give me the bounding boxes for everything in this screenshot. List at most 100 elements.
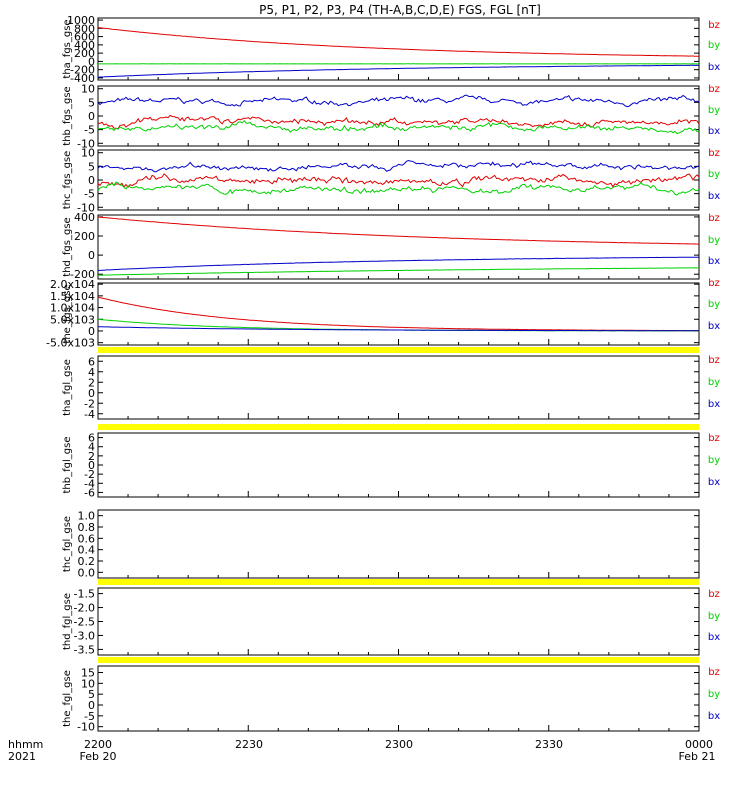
legend-bz: bz [708, 278, 720, 289]
data-flag-bar [98, 579, 699, 585]
y-tick-label: 0.4 [78, 544, 96, 557]
y-tick-label: 0.0 [78, 566, 96, 579]
legend-by: by [708, 611, 720, 622]
panel-thd_fgl_gse: thd_fgl_gse -1.5-2.0-2.5-3.0-3.5 bz by bx [62, 579, 720, 656]
y-tick-label: -5 [84, 710, 95, 723]
legend-by: by [708, 455, 720, 466]
legend-bx: bx [708, 256, 720, 267]
y-tick-label: 10 [81, 677, 95, 690]
legend-bz: bz [708, 667, 720, 678]
legend-bx: bx [708, 477, 720, 488]
y-tick-label: 600 [74, 31, 95, 44]
x-axis: hhmm 2021 2200 2230 2300 2330 0000 Feb 2… [8, 738, 715, 763]
y-tick-label: 10 [81, 147, 95, 160]
data-flag-bar [98, 657, 699, 663]
y-tick-label: 0 [88, 325, 95, 338]
y-tick-label: -1.5 [74, 588, 95, 601]
y-axis-label: thb_fgl_gse [62, 437, 73, 494]
legend-bx: bx [708, 321, 720, 332]
y-tick-label: 5 [88, 96, 95, 109]
legend-bz: bz [708, 20, 720, 31]
y-tick-label: 4 [88, 366, 95, 379]
x-tick-1: 2230 [235, 738, 263, 751]
y-axis-label: tha_fgs_gse [62, 19, 73, 78]
y-tick-label: 0.2 [78, 555, 96, 568]
y-tick-label: 400 [74, 211, 95, 224]
legend-by: by [708, 689, 720, 700]
panel-thc_fgl_gse: thc_fgl_gse 1.00.80.60.40.20.0 [62, 509, 700, 579]
data-flag-bar [98, 347, 699, 353]
y-tick-label: 0 [88, 699, 95, 712]
series-bx [97, 64, 700, 78]
legend-bz: bz [708, 433, 720, 444]
y-tick-label: 2 [88, 450, 95, 463]
y-axis-label: the_fgs_gse [62, 284, 73, 343]
y-tick-label: 0 [88, 249, 95, 262]
x-tick-2: 2300 [385, 738, 413, 751]
y-tick-label: 0.6 [78, 532, 96, 545]
y-axis-label: thd_fgl_gse [62, 593, 73, 650]
panel-frame [97, 509, 700, 579]
y-tick-label: 0 [88, 110, 95, 123]
legend-bz: bz [708, 213, 720, 224]
y-axis-label: tha_fgl_gse [62, 359, 73, 416]
y-tick-label: -5.0x103 [46, 337, 95, 350]
y-tick-label: -5 [84, 188, 95, 201]
y-tick-label: -10 [77, 201, 95, 214]
y-tick-label: 15 [81, 667, 95, 680]
x-axis-hhmm-label: hhmm [8, 738, 43, 751]
y-axis-label: thd_fgs_gse [62, 217, 73, 276]
chart-title: P5, P1, P2, P3, P4 (TH-A,B,C,D,E) FGS, F… [259, 3, 541, 17]
legend-bx: bx [708, 126, 720, 137]
legend-bz: bz [708, 148, 720, 159]
panel-frame [97, 432, 700, 498]
y-tick-label: -6 [84, 486, 95, 499]
y-tick-label: 200 [74, 230, 95, 243]
y-axis-label: thc_fgs_gse [62, 151, 73, 210]
series-bz [97, 27, 699, 57]
panel-frame [97, 85, 700, 147]
series-bz [97, 216, 700, 245]
series-bx [98, 326, 699, 332]
y-tick-label: -3.5 [74, 643, 95, 656]
legend-bx: bx [708, 62, 720, 73]
series-by [97, 267, 700, 276]
y-tick-label: -200 [70, 64, 95, 77]
panel-frame [97, 587, 700, 656]
y-tick-label: 400 [74, 39, 95, 52]
y-axis-label: thb_fgs_gse [62, 86, 73, 145]
legend-bx: bx [708, 399, 720, 410]
series-bx [97, 256, 700, 271]
legend-bz: bz [708, 355, 720, 366]
legend-by: by [708, 40, 720, 51]
series-bz [97, 173, 700, 189]
y-tick-label: 4 [88, 441, 95, 454]
series-by [97, 119, 700, 135]
y-tick-label: -3.0 [74, 629, 95, 642]
panel-the_fgs_gse: the_fgs_gse2.0x1041.5x1041.0x1045.0x1030… [46, 278, 720, 350]
data-flag-bar [98, 424, 699, 430]
legend-by: by [708, 169, 720, 180]
panel-stack: tha_fgs_gse10008006004002000-200-400bzby… [46, 14, 720, 734]
y-tick-label: -2.0 [74, 602, 95, 615]
y-tick-label: -2 [84, 397, 95, 410]
legend-bx: bx [708, 191, 720, 202]
series-bz [97, 114, 700, 130]
y-tick-label: 10 [81, 83, 95, 96]
x-tick-4: 0000 [685, 738, 713, 751]
x-date-start: Feb 20 [80, 750, 117, 763]
y-tick-label: -2 [84, 468, 95, 481]
y-tick-label: 6 [88, 432, 95, 445]
legend-bz: bz [708, 84, 720, 95]
y-tick-label: 0 [88, 459, 95, 472]
y-tick-label: 2 [88, 376, 95, 389]
x-tick-3: 2330 [535, 738, 563, 751]
y-tick-label: 800 [74, 22, 95, 35]
y-tick-label: -10 [77, 721, 95, 734]
